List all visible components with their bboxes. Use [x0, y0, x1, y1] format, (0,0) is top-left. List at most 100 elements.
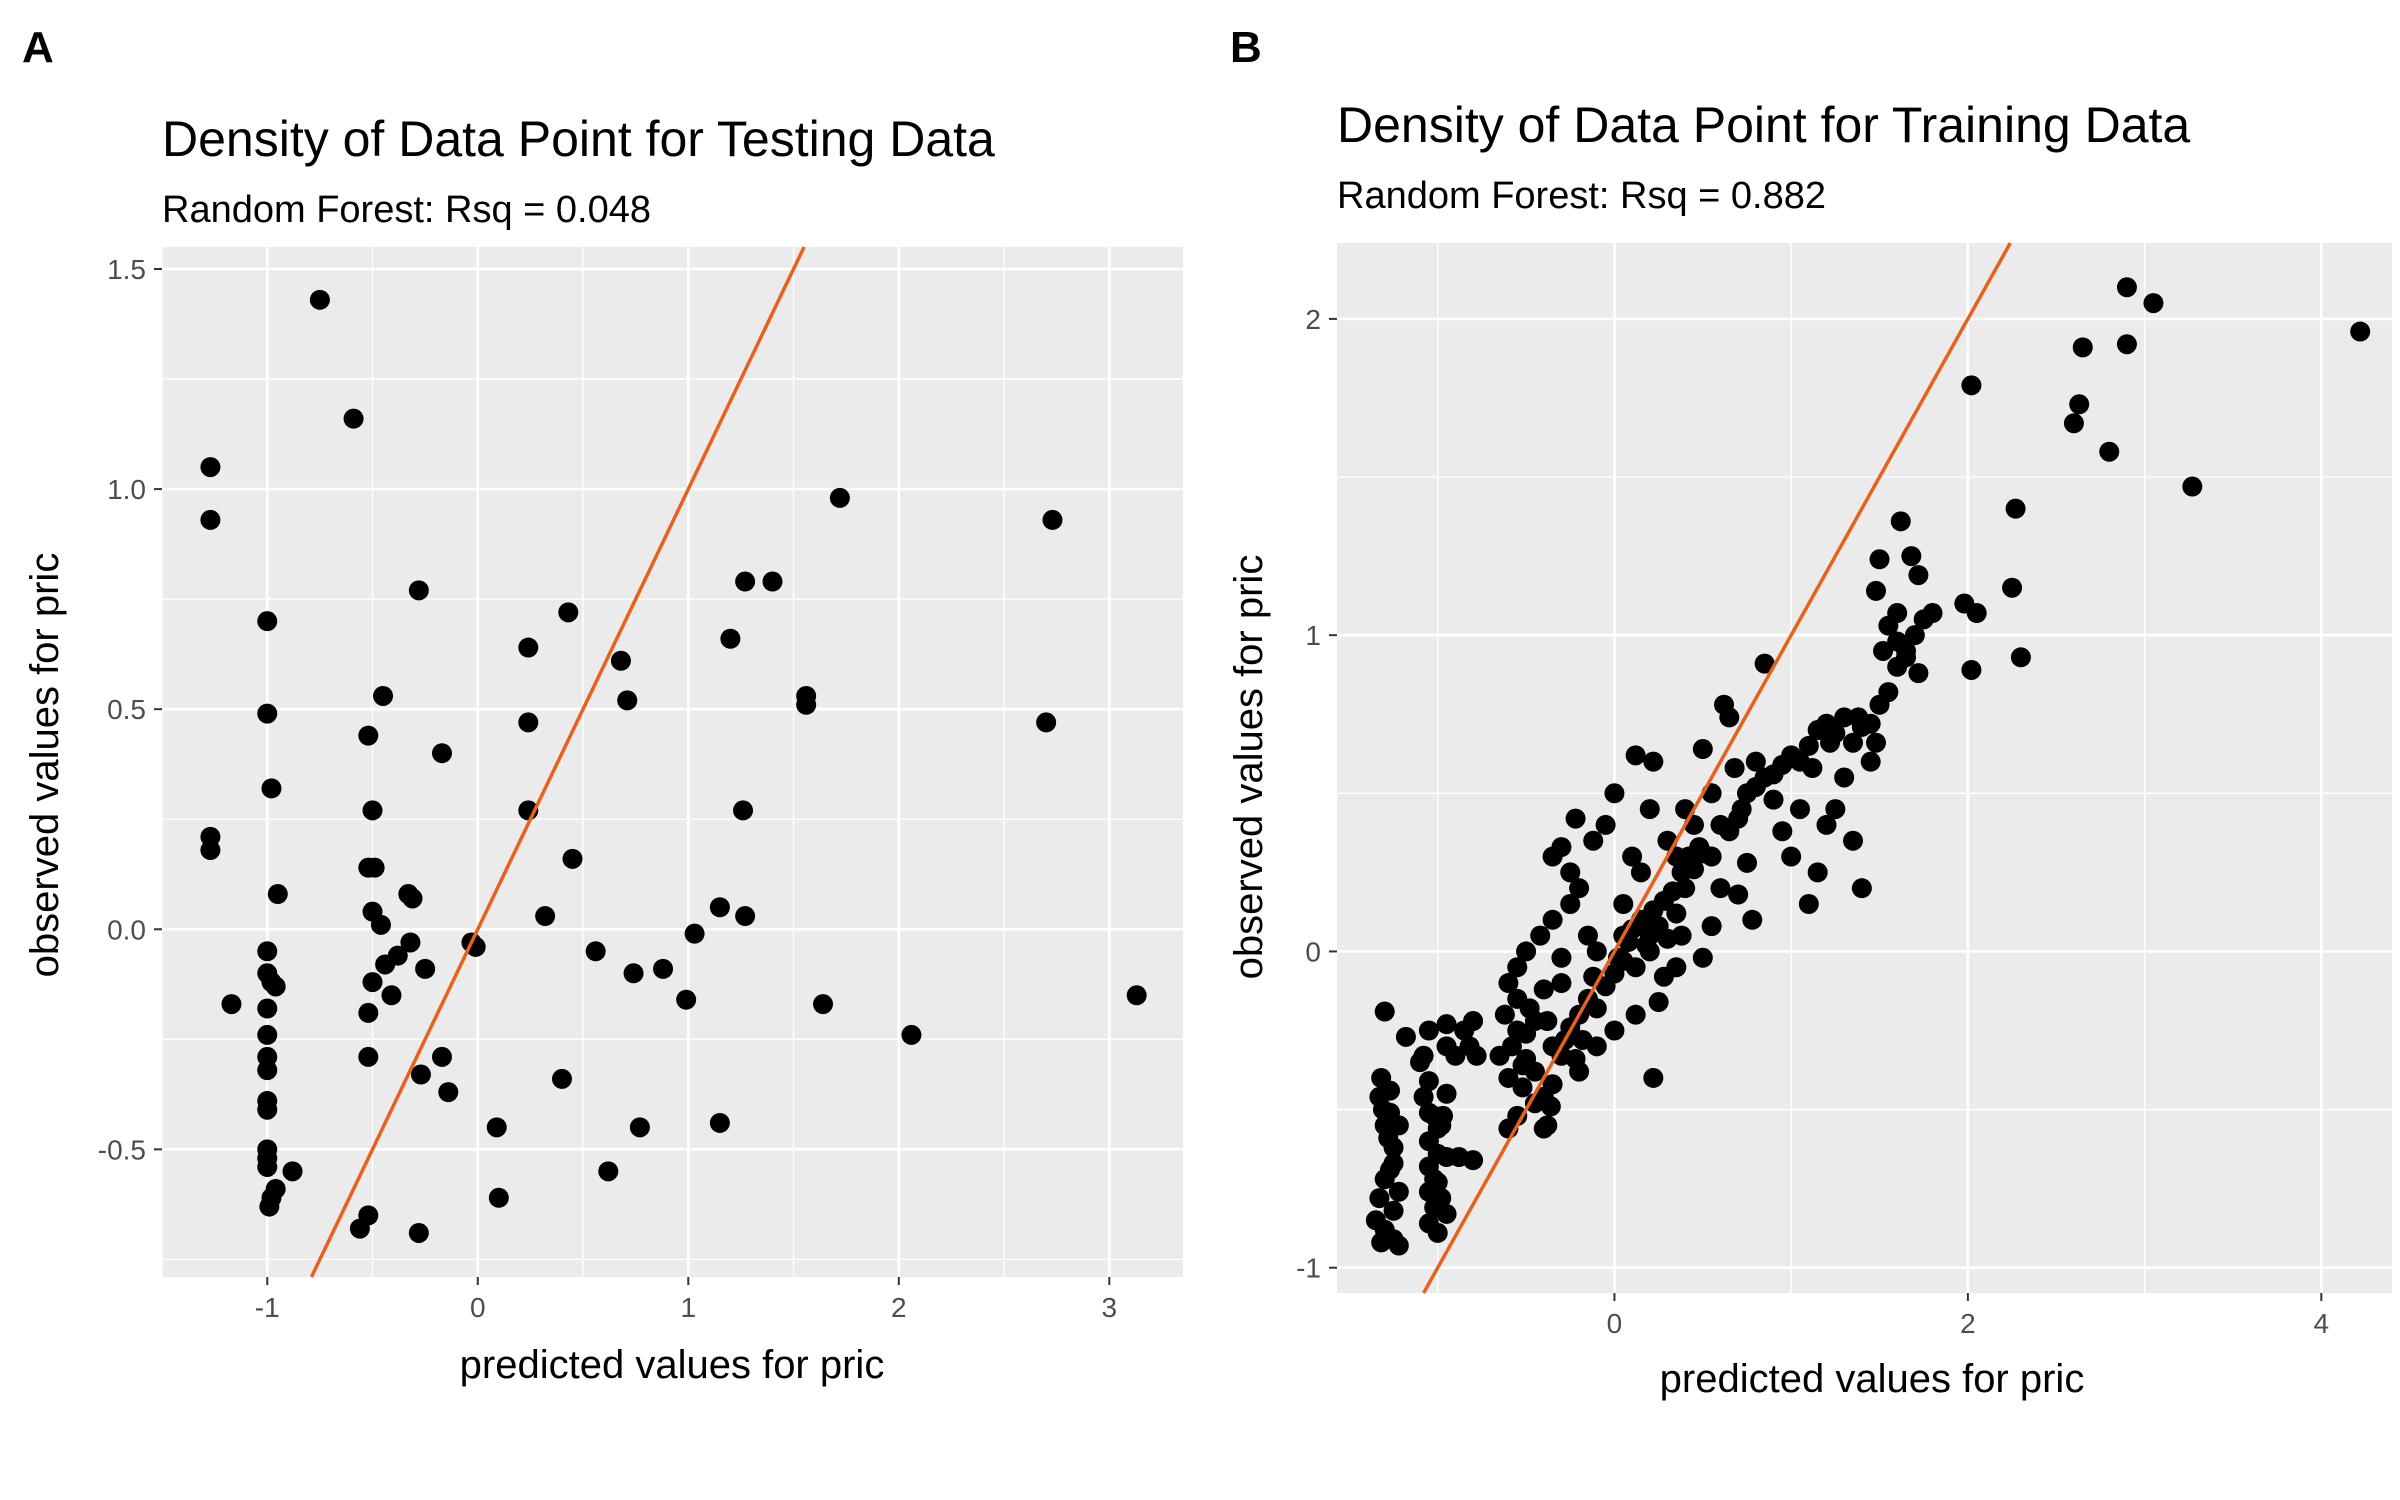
chart-a-data-point [370, 914, 391, 935]
chart-b-data-point [1577, 925, 1598, 946]
chart-b-data-point [1560, 893, 1581, 914]
chart-a-data-point [1126, 985, 1147, 1006]
chart-a-data-point [735, 571, 756, 592]
chart-b-data-point [1643, 751, 1664, 772]
chart-a-data-point [431, 743, 452, 764]
chart-b-data-point [1613, 893, 1634, 914]
chart-a-subtitle: Random Forest: Rsq = 0.048 [162, 189, 651, 231]
chart-b-data-point [1904, 625, 1925, 646]
chart-b-data-point [1625, 1004, 1646, 1025]
chart-a-data-point [267, 884, 288, 905]
chart-b-data-point [1516, 941, 1537, 962]
chart-b-data-point [1742, 909, 1763, 930]
chart-b-data-point [1671, 925, 1692, 946]
chart-b-data-point [1551, 973, 1572, 994]
chart-a-data-point [257, 1156, 278, 1177]
chart-a-data-point [261, 778, 282, 799]
chart-a-data-point [381, 985, 402, 1006]
chart-a-data-point [375, 954, 396, 975]
chart-b-data-point [1551, 947, 1572, 968]
chart-b-plot-area [1337, 242, 2392, 1294]
chart-a-data-point [343, 408, 364, 429]
chart-b-data-point [1825, 799, 1846, 820]
chart-a-data-point [402, 888, 423, 909]
chart-a-data-point [200, 457, 221, 478]
chart-a-x-tick-label: 0 [470, 1292, 486, 1323]
chart-a-y-tick-label: 1.5 [107, 254, 146, 285]
chart-a-data-point [200, 840, 221, 861]
chart-b-data-point [1622, 846, 1643, 867]
chart-a-data-point [676, 989, 697, 1010]
chart-a-data-point [362, 972, 383, 993]
chart-b-data-point [1736, 852, 1757, 873]
chart-b-data-point [1498, 1067, 1519, 1088]
chart-a-y-tick-label: -0.5 [98, 1134, 146, 1165]
chart-a-data-point [358, 1046, 379, 1067]
chart-b-data-point [1494, 1004, 1515, 1025]
chart-b-data-point [1369, 1188, 1390, 1209]
chart-b-x-tick-label: 4 [2314, 1308, 2330, 1339]
chart-b-data-point [1466, 1045, 1487, 1066]
chart-b-data-point [1413, 1086, 1434, 1107]
chart-b-data-point [1820, 732, 1841, 753]
chart-b-data-point [1896, 647, 1917, 668]
chart-a-data-point [358, 1002, 379, 1023]
chart-a-data-point [901, 1024, 922, 1045]
chart-b-y-axis-label: observed values for pric [1227, 555, 1271, 980]
chart-a-data-point [431, 1046, 452, 1067]
chart-b-data-point [1789, 799, 1810, 820]
chart-b-data-point [1772, 821, 1793, 842]
chart-a-data-point [562, 848, 583, 869]
chart-b-data-point [1701, 916, 1722, 937]
chart-b-data-point [1865, 732, 1886, 753]
chart-b-data-point [2116, 334, 2137, 355]
chart-b-data-point [1701, 846, 1722, 867]
chart-b-data-point [2143, 293, 2164, 314]
chart-b-data-point [1630, 862, 1651, 883]
chart-b-data-point [1533, 979, 1554, 1000]
chart-b-data-point [1731, 799, 1752, 820]
chart-b-data-point [1583, 830, 1604, 851]
chart-a-data-point [623, 963, 644, 984]
chart-a-plot-area [161, 246, 1183, 1278]
chart-b-data-point [1860, 751, 1881, 772]
chart-a-data-point [610, 650, 631, 671]
chart-a-data-point [257, 703, 278, 724]
chart-b-data-point [1388, 1181, 1409, 1202]
chart-b-data-point [1966, 603, 1987, 624]
chart-a-data-point [709, 1112, 730, 1133]
chart-b-data-point [1887, 631, 1908, 652]
chart-a-x-tick-label: 1 [680, 1292, 696, 1323]
chart-a-data-point [733, 800, 754, 821]
chart-b-data-point [2182, 476, 2203, 497]
chart-b-data-point [1413, 1045, 1434, 1066]
chart-b-data-point [1843, 732, 1864, 753]
chart-b-data-point [1848, 707, 1869, 728]
chart-b-data-point [1781, 846, 1802, 867]
chart-a-data-point [257, 941, 278, 962]
chart-b-data-point [1542, 909, 1563, 930]
chart-b-data-point [1802, 758, 1823, 778]
chart-a-data-point [1036, 712, 1057, 733]
chart-b-data-point [2350, 321, 2371, 342]
chart-b-data-point [1908, 663, 1929, 684]
chart-b-data-point [1807, 862, 1828, 883]
chart-b-data-point [1639, 941, 1660, 962]
chart-a-y-tick-label: 1.0 [107, 474, 146, 505]
panel-b-tag: B [1230, 23, 1262, 72]
chart-b-data-point [1724, 758, 1745, 778]
chart-a-data-point [257, 1060, 278, 1081]
chart-b-data-point [1371, 1232, 1392, 1253]
chart-a-data-point [535, 906, 556, 927]
chart-b-data-point [1666, 957, 1687, 978]
chart-b-y-tick-label: 0 [1305, 936, 1321, 967]
chart-b-title: Density of Data Point for Training Data [1337, 97, 2190, 153]
chart-b-data-point [1431, 1115, 1452, 1136]
chart-a-data-point [551, 1068, 572, 1089]
chart-b-data-point [2069, 394, 2090, 415]
chart-b-data-point [1542, 846, 1563, 867]
chart-b-x-tick-label: 0 [1607, 1308, 1623, 1339]
chart-a-data-point [415, 958, 436, 979]
chart-b-y-tick-label: -1 [1296, 1253, 1321, 1284]
chart-a-reference-line [309, 246, 806, 1278]
